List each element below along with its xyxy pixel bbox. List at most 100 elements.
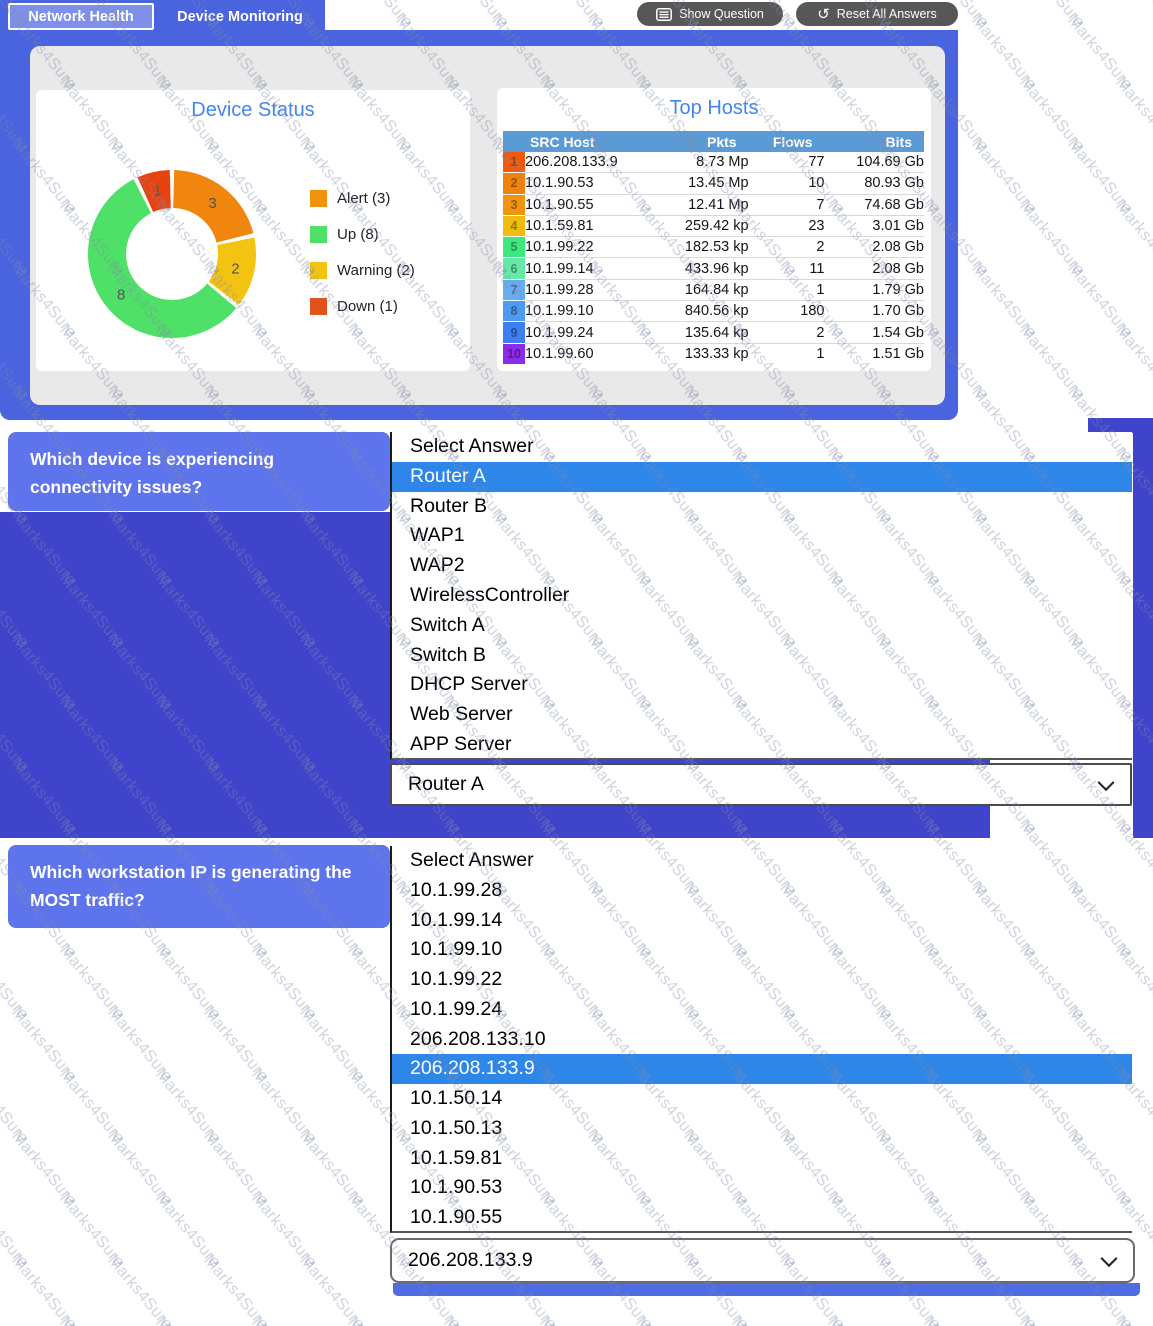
table-cell: 10.1.90.55 xyxy=(525,194,655,216)
watermark-text: Marks4Sure xyxy=(152,942,224,1024)
dropdown-option[interactable]: Router A xyxy=(392,461,1132,492)
watermark-text: Marks4Sure xyxy=(1016,322,1088,404)
reset-all-answers-button[interactable]: ↺ Reset All Answers xyxy=(796,2,958,26)
dropdown-option[interactable]: 10.1.99.24 xyxy=(410,997,503,1020)
watermark-text: Marks4Sure xyxy=(535,0,608,32)
top-hosts-title: Top Hosts xyxy=(669,97,759,119)
table-cell: 1.70 Gb xyxy=(824,300,924,323)
workstation-select[interactable]: 206.208.133.9 xyxy=(390,1238,1135,1283)
watermark-text: Marks4Sure xyxy=(968,136,1040,218)
dropdown-option[interactable]: WirelessController xyxy=(410,583,570,606)
rank-badge: 3 xyxy=(503,194,525,216)
dropdown-option[interactable]: APP Server xyxy=(410,732,512,755)
table-cell: 2 xyxy=(748,321,825,344)
column-header: Flows xyxy=(748,131,825,152)
question-2-text: Which workstation IP is generating the M… xyxy=(30,862,352,910)
donut-segment-label: 8 xyxy=(117,287,125,304)
table-cell: 10 xyxy=(748,172,825,195)
watermark-text: Marks4Sure xyxy=(0,1314,32,1326)
dropdown-option[interactable]: 10.1.99.28 xyxy=(410,878,503,901)
column-header: Bits xyxy=(824,131,924,152)
reset-icon: ↺ xyxy=(817,5,830,23)
device-status-legend: Alert (3) Up (8) Warning (2) Down (1) xyxy=(310,180,415,324)
table-cell: 2.08 Gb xyxy=(824,236,924,259)
device-select[interactable]: Router A xyxy=(390,763,1132,806)
rank-badge: 8 xyxy=(503,300,525,323)
table-row: 3 10.1.90.55 12.41 Mp 7 74.68 Gb xyxy=(503,194,924,216)
donut-segment-warning xyxy=(208,237,256,305)
dropdown-option[interactable]: Select Answer xyxy=(410,849,534,871)
watermark-text: Marks4Sure xyxy=(1112,198,1153,280)
table-cell: 10.1.99.28 xyxy=(525,279,655,302)
question-1-text: Which device is experiencing connectivit… xyxy=(30,449,275,497)
table-cell: 2.08 Gb xyxy=(824,257,924,280)
rank-badge: 5 xyxy=(503,236,525,259)
dropdown-option[interactable]: 10.1.99.22 xyxy=(410,968,503,991)
donut-segment-alert xyxy=(173,170,254,243)
dropdown-option[interactable]: Switch B xyxy=(410,643,486,666)
table-cell: 1.79 Gb xyxy=(824,279,924,302)
table-cell: 1 xyxy=(748,279,825,302)
table-cell: 13.45 Mp xyxy=(655,172,749,195)
dropdown-option[interactable]: 10.1.59.81 xyxy=(410,1146,503,1169)
dropdown-option[interactable]: WAP1 xyxy=(410,524,465,547)
show-question-button[interactable]: Show Question xyxy=(637,2,783,26)
table-row: 6 10.1.99.14 433.96 kp 11 2.08 Gb xyxy=(503,257,924,280)
table-cell: 23 xyxy=(748,215,825,238)
table-row: 10 10.1.99.60 133.33 kp 1 1.51 Gb xyxy=(503,343,924,365)
watermark-text: Marks4Sure xyxy=(104,1128,176,1210)
table-cell: 104.69 Gb xyxy=(824,152,924,174)
dropdown-option[interactable]: 10.1.50.14 xyxy=(410,1087,503,1110)
watermark-text: Marks4Sure xyxy=(152,1190,224,1272)
legend-swatch xyxy=(310,189,327,207)
top-hosts-table-header: SRC Host Pkts Flows Bits xyxy=(503,131,924,152)
watermark-text: Marks4Sure xyxy=(152,1066,224,1148)
device-dropdown-list: Select Answer Router A Router B WAP1 WAP2 Wir… xyxy=(390,432,1132,760)
dropdown-option[interactable]: Switch A xyxy=(410,613,485,636)
dropdown-option[interactable]: 10.1.99.14 xyxy=(410,908,503,931)
tab-network-health[interactable]: Network Health xyxy=(8,3,154,30)
watermark-text: Marks4Sure xyxy=(1111,0,1153,32)
table-cell: 1.51 Gb xyxy=(872,346,924,363)
dropdown-option[interactable]: Web Server xyxy=(410,703,513,726)
select-bottom-strip xyxy=(393,1283,1140,1296)
watermark-text: Marks4Sure xyxy=(1112,74,1153,156)
watermark-text: Marks4Sure xyxy=(104,1004,176,1086)
watermark-text: Marks4Sure xyxy=(727,1314,800,1326)
rank-badge: 1 xyxy=(503,152,525,174)
watermark-text: Marks4Sure xyxy=(248,1066,320,1148)
dropdown-option[interactable]: DHCP Server xyxy=(410,673,528,696)
dropdown-option[interactable]: 10.1.99.10 xyxy=(410,938,503,961)
dropdown-option[interactable]: 206.208.133.9 xyxy=(392,1054,1132,1085)
rank-badge: 9 xyxy=(503,321,525,344)
watermark-text: Marks4Sure xyxy=(104,1252,176,1326)
legend-label: Warning (2) xyxy=(337,261,415,279)
dropdown-option[interactable]: 10.1.90.53 xyxy=(410,1176,503,1199)
dropdown-option[interactable]: 10.1.90.55 xyxy=(410,1206,503,1229)
dropdown-option[interactable]: WAP2 xyxy=(410,554,465,577)
rank-badge: 7 xyxy=(503,279,525,302)
watermark-text: Marks4Sure xyxy=(968,260,1040,342)
question-2-panel: Which workstation IP is generating the M… xyxy=(8,845,390,928)
watermark-text: Marks4Sure xyxy=(296,1004,368,1086)
rank-badge: 4 xyxy=(503,215,525,238)
watermark-text: Marks4Sure xyxy=(56,1066,128,1148)
table-cell: 10.1.99.60 xyxy=(525,346,594,363)
tab-device-monitoring-label: Device Monitoring xyxy=(177,8,303,25)
table-cell: 206.208.133.9 xyxy=(525,152,655,174)
rank-badge: 6 xyxy=(503,257,525,280)
dropdown-option[interactable]: 10.1.50.13 xyxy=(410,1116,503,1139)
table-cell: 10.1.59.81 xyxy=(525,215,655,238)
dropdown-option[interactable]: 206.208.133.10 xyxy=(410,1027,546,1050)
dropdown-option[interactable]: Router B xyxy=(410,494,487,517)
table-row: 9 10.1.99.24 135.64 kp 2 1.54 Gb xyxy=(503,321,924,344)
watermark-text: Marks4Sure xyxy=(151,1314,224,1326)
watermark-text: Marks4Sure xyxy=(343,0,416,32)
right-backdrop-bar xyxy=(1133,418,1153,838)
table-cell: 10.1.99.24 xyxy=(525,321,655,344)
dropdown-option[interactable]: Select Answer xyxy=(410,435,534,457)
tab-device-monitoring[interactable]: Device Monitoring xyxy=(158,3,322,30)
watermark-text: Marks4Sure xyxy=(296,1252,368,1326)
table-cell: 10.1.99.22 xyxy=(525,236,655,259)
watermark-text: Marks4Sure xyxy=(535,1314,608,1326)
